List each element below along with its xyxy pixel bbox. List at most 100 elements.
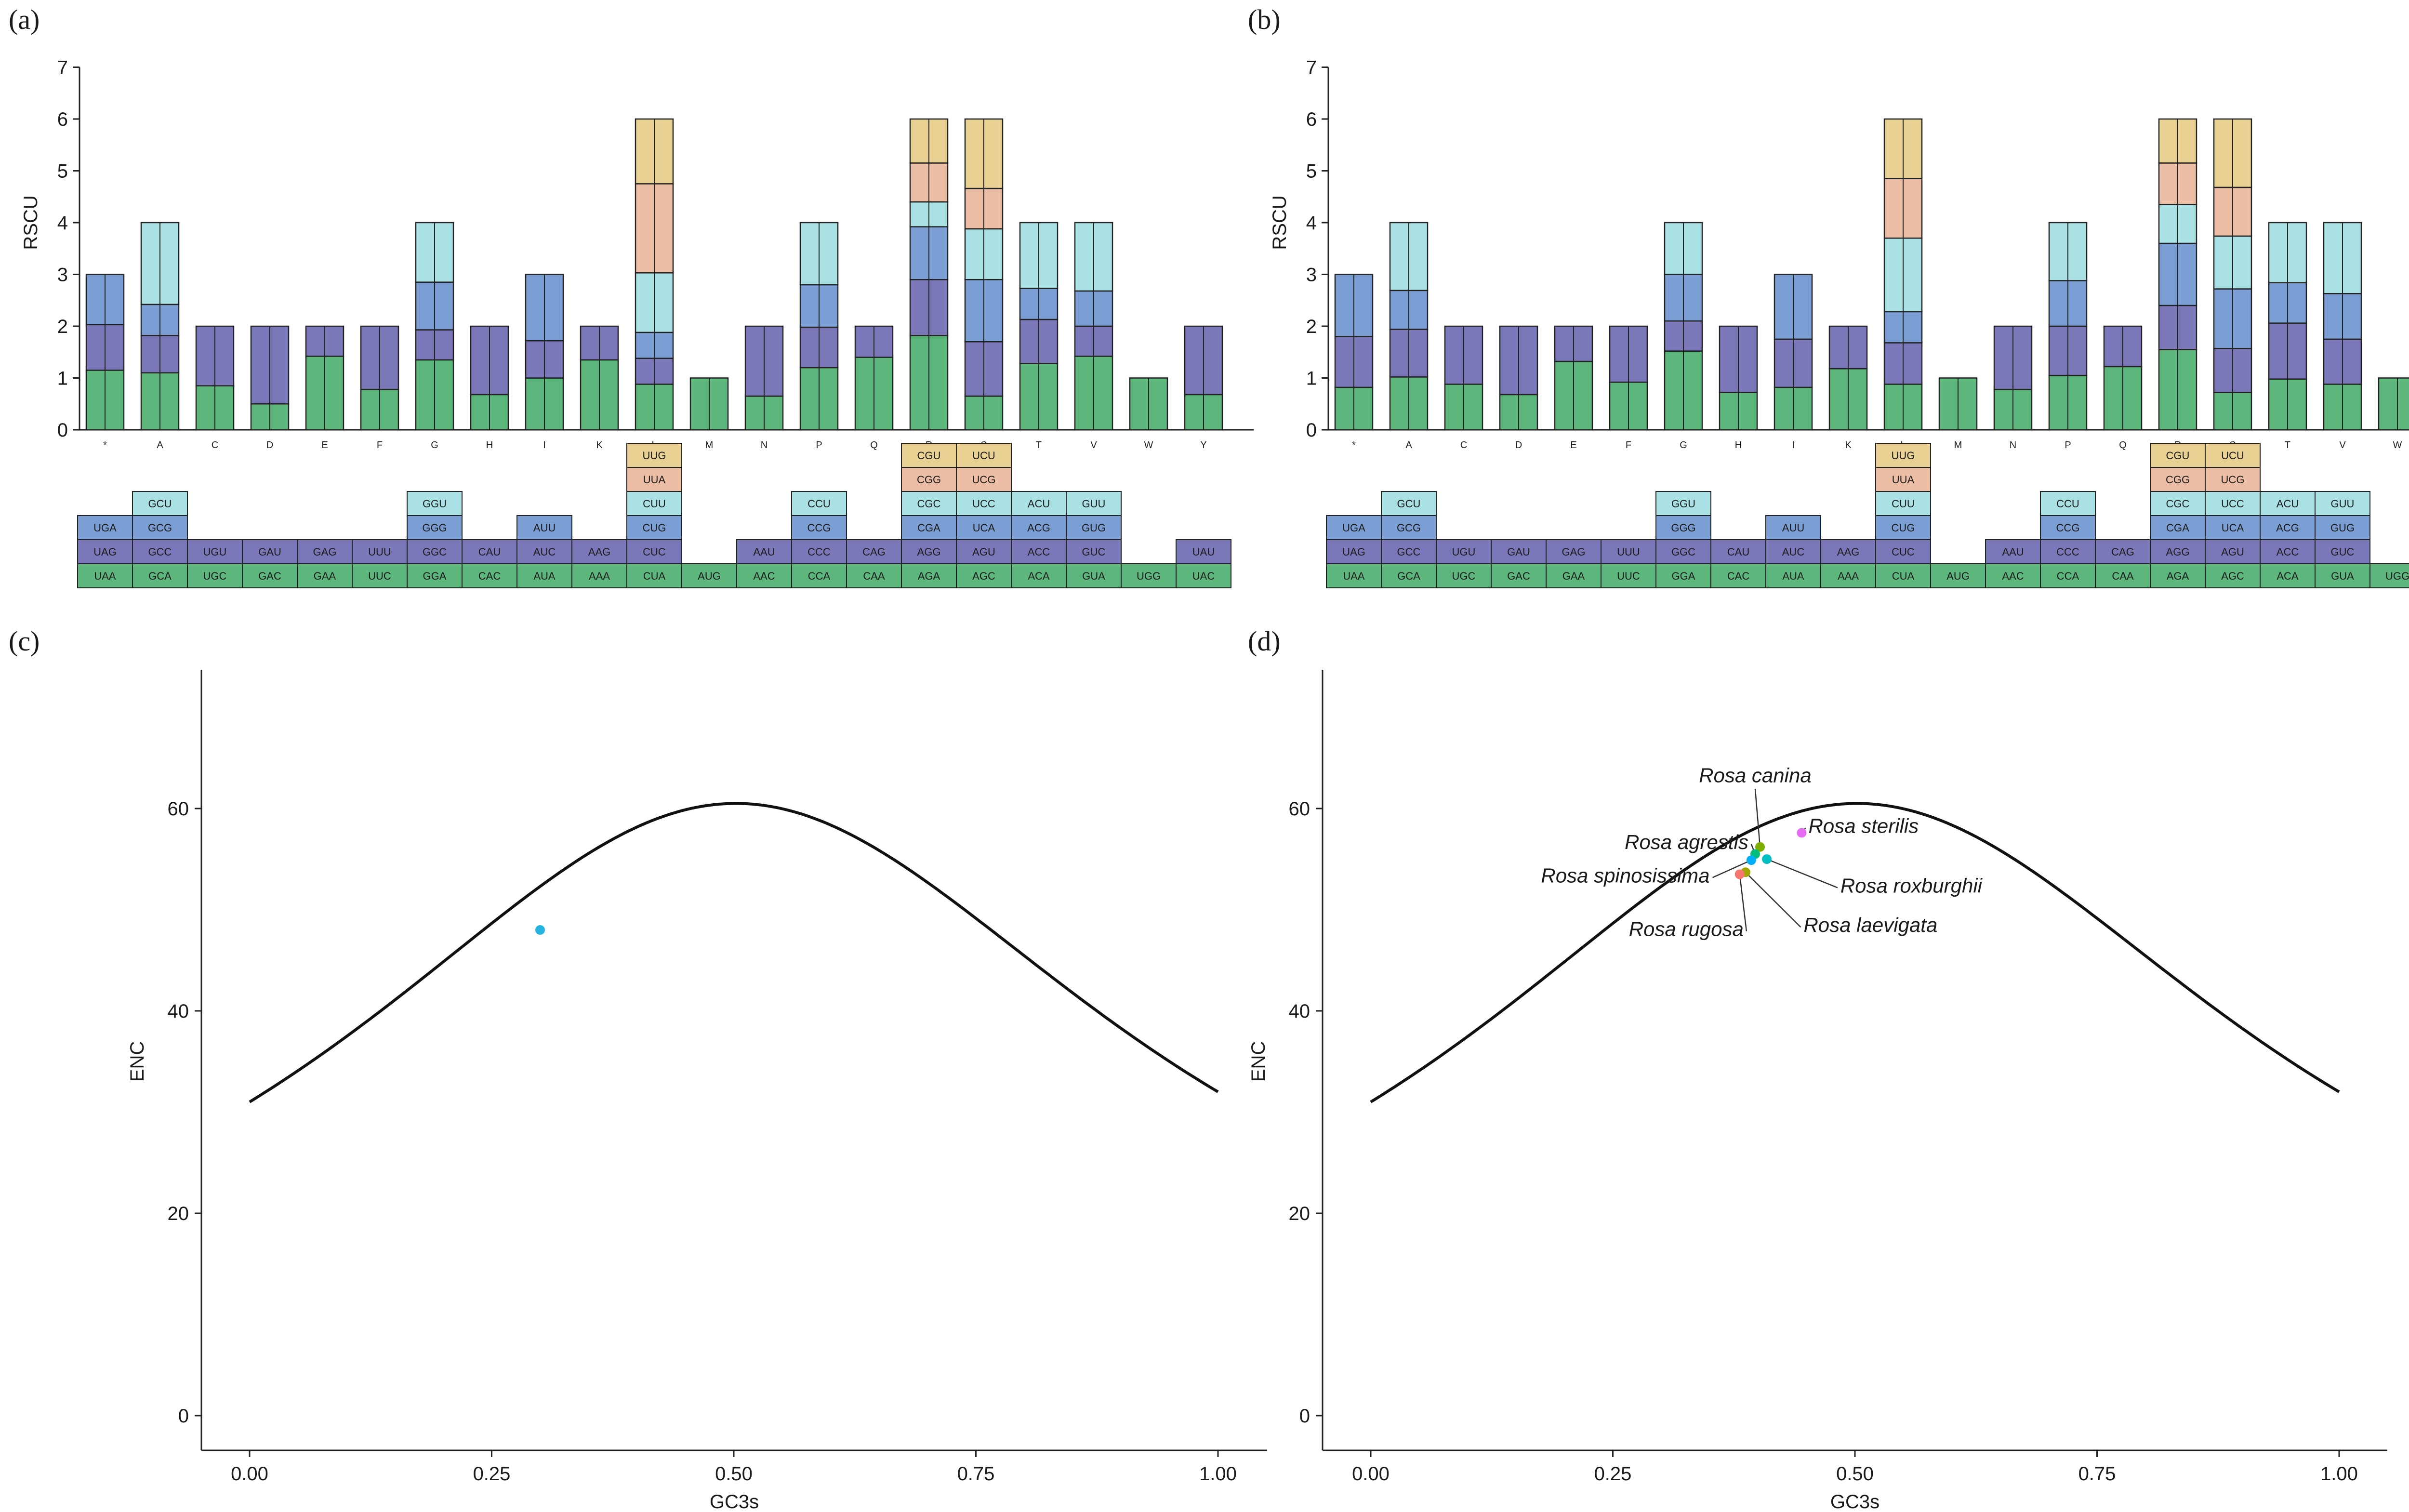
codon-legend-cell [2369, 563, 2409, 588]
codon-legend-cell [2040, 491, 2096, 516]
codon-legend-label: GGC [1671, 546, 1695, 558]
codon-legend-label: UUA [1892, 474, 1915, 486]
codon-legend-label: UAC [1192, 570, 1215, 582]
codon-legend-label: ACC [1028, 546, 1050, 558]
enc-y-tick-label: 40 [1289, 1001, 1310, 1022]
codon-legend-label: GCG [1397, 522, 1421, 534]
rscu-y-tick-label: 6 [1306, 109, 1317, 130]
codon-legend-label: AAC [2002, 570, 2024, 582]
codon-legend-cell [626, 563, 682, 588]
codon-legend-label: UAA [1343, 570, 1365, 582]
rscu-category-label: F [377, 440, 383, 451]
codon-legend-label: AUG [1946, 570, 1970, 582]
codon-legend-cell [1066, 539, 1122, 564]
codon-legend-label: AUA [533, 570, 556, 582]
codon-legend-cell [2260, 515, 2316, 540]
rscu-category-label: M [1954, 440, 1962, 451]
enc-leader-line [1745, 872, 1801, 928]
enc-leader-line [1739, 874, 1747, 931]
codon-legend-label: UUC [1617, 570, 1640, 582]
codon-legend-cell [2205, 491, 2261, 516]
codon-legend-label: UUC [368, 570, 391, 582]
codon-legend-label: AGC [972, 570, 995, 582]
codon-legend-label: CCA [2057, 570, 2079, 582]
rscu-y-tick-label: 4 [57, 212, 68, 234]
rscu-category-label: Q [870, 440, 878, 451]
codon-legend-label: CAC [478, 570, 501, 582]
codon-legend-label: UGA [1342, 522, 1365, 534]
codon-legend-cell [626, 515, 682, 540]
codon-legend-label: AGA [918, 570, 940, 582]
codon-legend-label: CUG [1892, 522, 1915, 534]
rscu-category-label: K [596, 440, 603, 451]
codon-legend-label: UCC [2221, 498, 2244, 510]
enc-x-tick-label: 0.25 [1594, 1463, 1632, 1485]
codon-legend-cell [1381, 539, 1437, 564]
rscu-chart-a: 01234567RSCU*UAAUAGUGAAGCAGCCGCGGCUCUGCU… [20, 57, 1254, 588]
codon-legend-label: UCG [972, 474, 996, 486]
rscu-category-label: E [321, 440, 328, 451]
rscu-category-label: D [1515, 440, 1522, 451]
codon-legend-cell [681, 563, 737, 588]
codon-legend-cell [956, 539, 1012, 564]
codon-legend-cell [132, 491, 188, 516]
codon-legend-label: UCU [972, 450, 995, 462]
codon-legend-cell [1066, 563, 1122, 588]
codon-legend-label: CGU [917, 450, 941, 462]
codon-legend-cell [736, 563, 792, 588]
rscu-y-tick-label: 3 [57, 265, 68, 286]
codon-legend-label: GGC [423, 546, 447, 558]
rscu-category-label: C [212, 440, 218, 451]
rscu-category-label: G [1680, 440, 1687, 451]
rscu-category-label: F [1626, 440, 1631, 451]
codon-legend-label: UCA [2222, 522, 2244, 534]
codon-legend-cell [2150, 443, 2206, 468]
codon-legend-cell [407, 563, 463, 588]
enc-x-tick-label: 1.00 [1199, 1463, 1237, 1485]
codon-legend-cell [956, 491, 1012, 516]
enc-data-point [1734, 869, 1745, 879]
codon-legend-label: AUG [698, 570, 721, 582]
enc-point-label: Rosa sterilis [1809, 814, 1919, 837]
codon-legend-cell [2040, 563, 2096, 588]
codon-legend-label: CGG [2166, 474, 2190, 486]
codon-legend-cell [516, 515, 572, 540]
codon-legend-cell [462, 563, 517, 588]
codon-legend-label: CCC [807, 546, 831, 558]
codon-legend-cell [846, 539, 902, 564]
codon-legend-label: AGG [2166, 546, 2190, 558]
rscu-category-label: V [1090, 440, 1097, 451]
codon-legend-label: UAG [93, 546, 117, 558]
enc-x-tick-label: 0.00 [1352, 1463, 1390, 1485]
codon-legend-cell [1655, 491, 1711, 516]
codon-legend-cell [187, 539, 243, 564]
codon-legend-label: CGU [2166, 450, 2190, 462]
codon-legend-label: ACA [2277, 570, 2299, 582]
codon-legend-label: GCC [1397, 546, 1421, 558]
codon-legend-label: UCG [2221, 474, 2245, 486]
rscu-category-label: V [2339, 440, 2346, 451]
enc-x-tick-label: 0.25 [473, 1463, 511, 1485]
codon-legend-cell [1066, 515, 1122, 540]
codon-legend-label: CAA [2112, 570, 2134, 582]
codon-legend-label: UUU [368, 546, 391, 558]
codon-legend-cell [1655, 563, 1711, 588]
codon-legend-label: GAU [1507, 546, 1530, 558]
codon-legend-label: ACG [1027, 522, 1050, 534]
rscu-category-label: N [761, 440, 768, 451]
codon-legend-label: AGG [917, 546, 941, 558]
codon-legend-cell [626, 467, 682, 492]
enc-point-label: Rosa canina [1699, 764, 1811, 786]
rscu-category-label: T [1036, 440, 1042, 451]
rscu-category-label: Q [2119, 440, 2127, 451]
codon-legend-label: GAG [1562, 546, 1586, 558]
codon-legend-label: AUC [533, 546, 556, 558]
codon-legend-cell [77, 515, 133, 540]
codon-legend-cell [407, 491, 463, 516]
codon-legend-cell [1875, 443, 1931, 468]
codon-legend-cell [2040, 539, 2096, 564]
panel-label-a: (a) [9, 4, 40, 35]
enc-y-tick-label: 20 [1289, 1203, 1310, 1224]
rscu-y-tick-label: 7 [57, 57, 68, 79]
rscu-category-label: M [705, 440, 714, 451]
